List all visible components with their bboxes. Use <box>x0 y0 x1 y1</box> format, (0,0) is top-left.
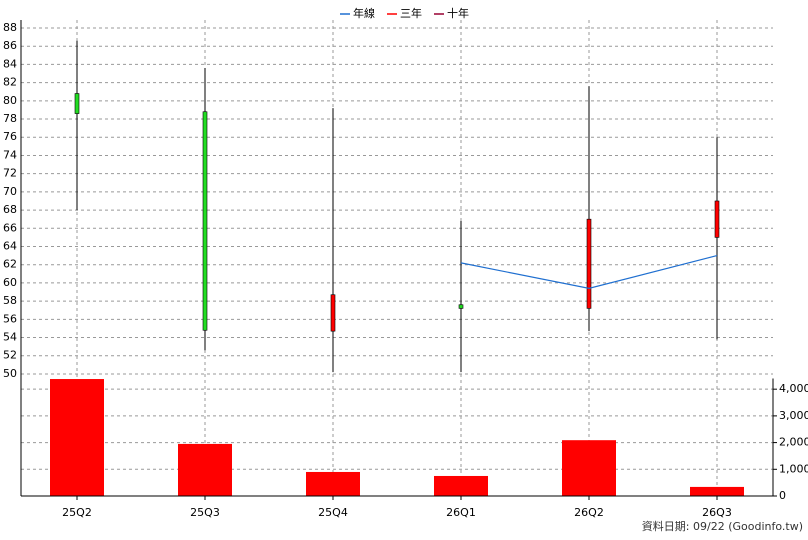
legend-label: 年線 <box>353 6 375 20</box>
candle-body <box>202 111 208 331</box>
y2-tick-label: 3,000 <box>779 409 808 422</box>
y-tick-label: 52 <box>3 349 17 362</box>
volume-bar <box>434 475 488 496</box>
x-tick-label: 25Q2 <box>62 506 92 519</box>
y-tick-label: 78 <box>3 112 17 125</box>
y-tick-label: 60 <box>3 276 17 289</box>
y-tick-label: 72 <box>3 167 17 180</box>
y-tick-label: 62 <box>3 258 17 271</box>
candle-body <box>586 218 592 309</box>
candle-body <box>714 200 720 238</box>
y-tick-label: 88 <box>3 21 17 34</box>
volume-bar <box>306 471 360 496</box>
x-tick-label: 26Q2 <box>574 506 604 519</box>
y-tick-label: 66 <box>3 221 17 234</box>
y2-tick-label: 1,000 <box>779 462 808 475</box>
candle-body <box>330 294 336 332</box>
volume-bar <box>178 443 232 496</box>
x-tick-label: 25Q4 <box>318 506 348 519</box>
y-tick-label: 74 <box>3 148 17 161</box>
volume-bar <box>690 486 744 496</box>
x-tick-label: 25Q3 <box>190 506 220 519</box>
y-tick-label: 68 <box>3 203 17 216</box>
legend-label: 十年 <box>447 6 469 20</box>
y-tick-label: 76 <box>3 130 17 143</box>
y-tick-label: 54 <box>3 331 17 344</box>
legend-label: 三年 <box>400 6 422 20</box>
candle-body <box>74 93 80 114</box>
y-tick-label: 70 <box>3 185 17 198</box>
y-tick-label: 82 <box>3 76 17 89</box>
volume-bar <box>562 440 616 496</box>
y-tick-label: 64 <box>3 239 17 252</box>
x-tick-label: 26Q3 <box>702 506 732 519</box>
footer: 資料日期: 09/22 (Goodinfo.tw) <box>642 519 803 533</box>
y-tick-label: 58 <box>3 294 17 307</box>
y2-tick-label: 4,000 <box>779 382 808 395</box>
y2-tick-label: 2,000 <box>779 436 808 449</box>
series-line <box>460 255 718 289</box>
y-tick-label: 50 <box>3 367 17 380</box>
y-tick-label: 80 <box>3 94 17 107</box>
volume-bar <box>50 379 104 496</box>
y-tick-label: 84 <box>3 57 17 70</box>
y2-tick-label: 0 <box>779 489 786 502</box>
y-tick-label: 86 <box>3 39 17 52</box>
x-tick-label: 26Q1 <box>446 506 476 519</box>
candle-body <box>458 304 464 309</box>
y-tick-label: 56 <box>3 312 17 325</box>
